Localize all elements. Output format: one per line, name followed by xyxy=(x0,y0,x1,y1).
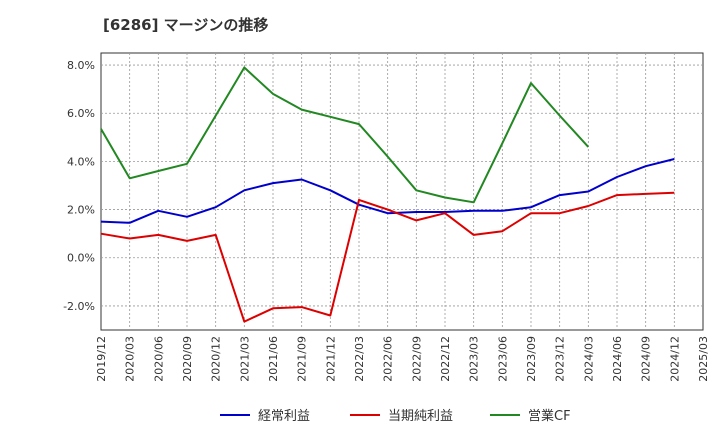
series-lines xyxy=(100,66,675,323)
legend-label: 当期純利益 xyxy=(388,409,453,424)
x-tick-label: 2025/03 xyxy=(697,336,710,382)
y-tick-label: 0.0% xyxy=(67,252,95,265)
x-tick-label: 2021/09 xyxy=(296,336,309,382)
x-tick-label: 2024/12 xyxy=(668,336,681,382)
x-tick-label: 2023/09 xyxy=(525,336,538,382)
x-tick-label: 2021/06 xyxy=(267,336,280,382)
x-axis-ticks: 2019/12 2020/03 2020/06 2020/09 2020/12 2021/… xyxy=(95,336,710,382)
x-tick-label: 2023/06 xyxy=(496,336,509,382)
x-tick-label: 2022/06 xyxy=(382,336,395,382)
x-tick-label: 2024/09 xyxy=(640,336,653,382)
y-tick-label: 4.0% xyxy=(67,155,95,168)
x-tick-label: 2020/03 xyxy=(124,336,137,382)
series-line-営業CF xyxy=(100,66,590,204)
x-tick-label: 2022/12 xyxy=(439,336,452,382)
x-tick-label: 2021/03 xyxy=(238,336,251,382)
y-tick-label: 2.0% xyxy=(67,204,95,217)
x-tick-label: 2020/09 xyxy=(181,336,194,382)
y-tick-label: 8.0% xyxy=(67,59,95,72)
x-tick-label: 2020/06 xyxy=(152,336,165,382)
x-tick-label: 2020/12 xyxy=(210,336,223,382)
y-axis-ticks: -2.0% 0.0% 2.0% 4.0% 6.0% 8.0% xyxy=(63,59,95,313)
chart-title: [6286] マージンの推移 xyxy=(103,16,269,34)
series-line-当期純利益 xyxy=(100,191,675,323)
plot-area xyxy=(100,52,704,331)
grid-lines xyxy=(101,53,703,330)
x-tick-label: 2022/09 xyxy=(410,336,423,382)
legend-label: 営業CF xyxy=(528,408,571,424)
legend-label: 経常利益 xyxy=(258,409,310,424)
x-tick-label: 2023/03 xyxy=(468,336,481,382)
series-line-経常利益 xyxy=(100,158,675,224)
x-tick-label: 2021/12 xyxy=(324,336,337,382)
legend: 経常利益 当期純利益 営業CF xyxy=(220,408,571,424)
x-tick-label: 2024/03 xyxy=(582,336,595,382)
x-tick-label: 2019/12 xyxy=(95,336,108,382)
x-tick-label: 2024/06 xyxy=(611,336,624,382)
y-tick-label: -2.0% xyxy=(63,300,95,313)
y-tick-label: 6.0% xyxy=(67,107,95,120)
x-tick-label: 2022/03 xyxy=(353,336,366,382)
x-tick-label: 2023/12 xyxy=(554,336,567,382)
